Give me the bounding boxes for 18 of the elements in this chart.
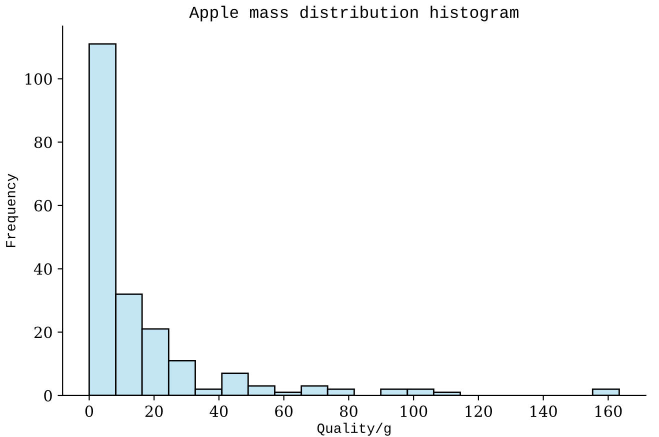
y-tick-label: 60 bbox=[34, 200, 52, 212]
y-tick-label: 80 bbox=[34, 136, 52, 148]
y-tick-label: 40 bbox=[34, 263, 52, 275]
x-tick-label: 0 bbox=[85, 405, 94, 418]
x-tick-label: 140 bbox=[530, 405, 557, 418]
x-tick-label: 120 bbox=[466, 405, 492, 418]
chart-title: Apple mass distribution histogram bbox=[189, 6, 518, 22]
x-tick-label: 60 bbox=[275, 405, 293, 418]
x-tick-label: 160 bbox=[595, 405, 622, 418]
x-tick-label: 40 bbox=[210, 405, 228, 418]
x-tick-label: 20 bbox=[145, 405, 163, 418]
y-tick-label: 0 bbox=[44, 390, 52, 402]
y-tick-label: 100 bbox=[26, 73, 52, 85]
x-axis-title: Quality/g bbox=[317, 422, 391, 436]
y-tick-label: 20 bbox=[34, 326, 52, 338]
x-tick-label: 100 bbox=[400, 405, 428, 418]
x-tick-label: 80 bbox=[340, 405, 358, 418]
y-axis-title: Frequency bbox=[6, 174, 18, 248]
